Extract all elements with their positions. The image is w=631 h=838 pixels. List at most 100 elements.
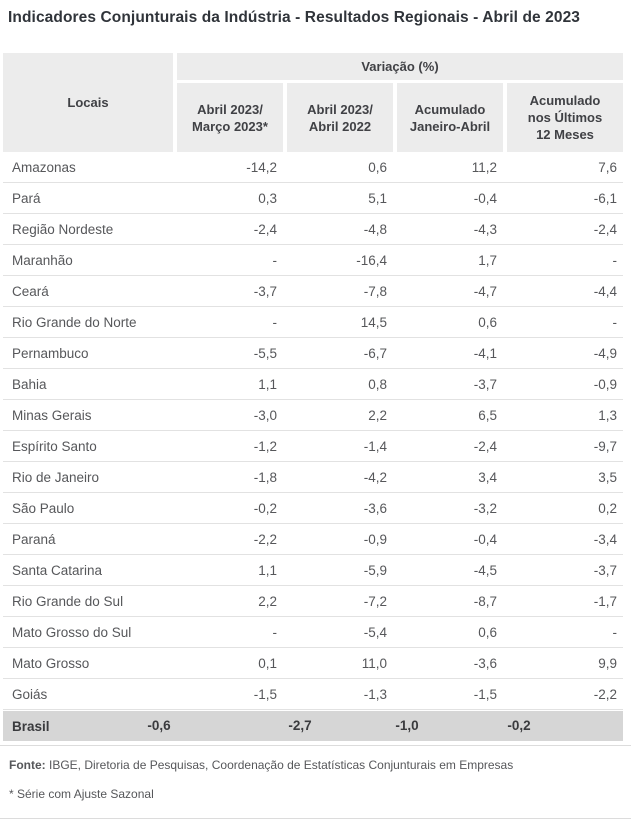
table-row: Paraná -2,2 -0,9 -0,4 -3,4 bbox=[3, 524, 623, 555]
row-value: -3,7 bbox=[593, 562, 617, 578]
row-value: - bbox=[612, 252, 618, 268]
row-value: -16,4 bbox=[356, 252, 387, 268]
row-value: 0,6 bbox=[478, 314, 497, 330]
row-value: 11,2 bbox=[471, 159, 497, 175]
row-value: -4,2 bbox=[363, 469, 387, 485]
total-value: -1,0 bbox=[395, 718, 419, 733]
row-value: 5,1 bbox=[368, 190, 387, 206]
row-value: -0,4 bbox=[473, 190, 497, 206]
row-value: -9,7 bbox=[593, 438, 617, 454]
row-value: -4,1 bbox=[473, 345, 497, 361]
row-value: 0,6 bbox=[478, 624, 497, 640]
column-header-abril-abril: Abril 2023/ Abril 2022 bbox=[287, 83, 393, 152]
row-value: -2,4 bbox=[473, 438, 497, 454]
row-value: 1,3 bbox=[598, 407, 617, 423]
row-value: -0,4 bbox=[473, 531, 497, 547]
row-value: -14,2 bbox=[246, 159, 277, 175]
row-local: Paraná bbox=[12, 531, 56, 547]
row-value: -6,1 bbox=[593, 190, 617, 206]
row-value: -4,3 bbox=[473, 221, 497, 237]
row-value: -2,4 bbox=[253, 221, 277, 237]
row-value: -6,7 bbox=[363, 345, 387, 361]
total-row: Brasil -0,6 -2,7 -1,0 -0,2 bbox=[3, 711, 623, 741]
row-value: 14,5 bbox=[360, 314, 387, 330]
row-local: Minas Gerais bbox=[12, 407, 92, 423]
total-label: Brasil bbox=[12, 718, 50, 734]
row-value: 1,1 bbox=[258, 562, 277, 578]
row-value: 0,8 bbox=[368, 376, 387, 392]
row-local: Amazonas bbox=[12, 159, 76, 175]
row-local: Santa Catarina bbox=[12, 562, 103, 578]
row-value: -5,5 bbox=[253, 345, 277, 361]
table-row: Rio Grande do Norte - 14,5 0,6 - bbox=[3, 307, 623, 338]
column-header-abril-marco: Abril 2023/ Março 2023* bbox=[177, 83, 283, 152]
table-row: Goiás -1,5 -1,3 -1,5 -2,2 bbox=[3, 679, 623, 710]
variacao-header-cell: Variação (%) bbox=[177, 53, 623, 80]
row-value: 7,6 bbox=[598, 159, 617, 175]
row-local: São Paulo bbox=[12, 500, 75, 516]
row-value: -3,0 bbox=[253, 407, 277, 423]
table-row: Minas Gerais -3,0 2,2 6,5 1,3 bbox=[3, 400, 623, 431]
row-value: -3,6 bbox=[363, 500, 387, 516]
row-value: 9,9 bbox=[598, 655, 617, 671]
row-value: -0,9 bbox=[593, 376, 617, 392]
row-local: Espírito Santo bbox=[12, 438, 97, 454]
table-row: Rio de Janeiro -1,8 -4,2 3,4 3,5 bbox=[3, 462, 623, 493]
row-value: -2,2 bbox=[593, 686, 617, 702]
table-row: Bahia 1,1 0,8 -3,7 -0,9 bbox=[3, 369, 623, 400]
source-note: Fonte: IBGE, Diretoria de Pesquisas, Coo… bbox=[9, 758, 623, 772]
row-value: 11,0 bbox=[361, 655, 387, 671]
row-value: -1,2 bbox=[253, 438, 277, 454]
row-value: - bbox=[612, 314, 618, 330]
row-value: -0,2 bbox=[253, 500, 277, 516]
row-value: -2,2 bbox=[253, 531, 277, 547]
table-row: Região Nordeste -2,4 -4,8 -4,3 -2,4 bbox=[3, 214, 623, 245]
table-header: Locais Variação (%) Abril 2023/ Março 20… bbox=[3, 53, 623, 152]
row-value: -7,2 bbox=[363, 593, 387, 609]
row-local: Rio Grande do Norte bbox=[12, 314, 137, 330]
row-value: -3,7 bbox=[253, 283, 277, 299]
row-value: - bbox=[612, 624, 618, 640]
row-local: Pará bbox=[12, 190, 41, 206]
row-value: -4,9 bbox=[593, 345, 617, 361]
row-value: 0,1 bbox=[258, 655, 277, 671]
table-row: São Paulo -0,2 -3,6 -3,2 0,2 bbox=[3, 493, 623, 524]
row-value: 3,4 bbox=[478, 469, 497, 485]
row-value: -3,4 bbox=[593, 531, 617, 547]
row-value: -2,4 bbox=[593, 221, 617, 237]
table-row: Rio Grande do Sul 2,2 -7,2 -8,7 -1,7 bbox=[3, 586, 623, 617]
table-row: Espírito Santo -1,2 -1,4 -2,4 -9,7 bbox=[3, 431, 623, 462]
row-local: Maranhão bbox=[12, 252, 73, 268]
row-value: -5,4 bbox=[363, 624, 387, 640]
row-value: 3,5 bbox=[598, 469, 617, 485]
row-local: Pernambuco bbox=[12, 345, 89, 361]
row-local: Goiás bbox=[12, 686, 48, 702]
divider bbox=[0, 745, 631, 746]
row-value: -0,9 bbox=[363, 531, 387, 547]
row-local: Bahia bbox=[12, 376, 47, 392]
row-value: -1,7 bbox=[593, 593, 617, 609]
row-value: 2,2 bbox=[258, 593, 277, 609]
row-local: Ceará bbox=[12, 283, 49, 299]
row-value: 1,7 bbox=[478, 252, 497, 268]
row-local: Rio de Janeiro bbox=[12, 469, 100, 485]
row-value: - bbox=[272, 314, 278, 330]
row-value: -3,2 bbox=[473, 500, 497, 516]
row-value: 2,2 bbox=[368, 407, 387, 423]
source-label: Fonte: bbox=[9, 758, 46, 772]
column-header-row: Abril 2023/ Março 2023* Abril 2023/ Abri… bbox=[173, 83, 623, 152]
row-value: -3,6 bbox=[473, 655, 497, 671]
table-row: Mato Grosso do Sul - -5,4 0,6 - bbox=[3, 617, 623, 648]
table-row: Mato Grosso 0,1 11,0 -3,6 9,9 bbox=[3, 648, 623, 679]
row-value: -4,5 bbox=[473, 562, 497, 578]
row-value: 0,6 bbox=[368, 159, 387, 175]
row-value: -1,5 bbox=[253, 686, 277, 702]
row-value: - bbox=[272, 252, 278, 268]
row-value: -1,3 bbox=[363, 686, 387, 702]
row-value: -3,7 bbox=[473, 376, 497, 392]
row-value: -8,7 bbox=[473, 593, 497, 609]
total-value: -0,6 bbox=[147, 718, 171, 733]
locais-header-cell: Locais bbox=[3, 53, 173, 152]
total-value: -2,7 bbox=[288, 718, 312, 733]
table-row: Santa Catarina 1,1 -5,9 -4,5 -3,7 bbox=[3, 555, 623, 586]
